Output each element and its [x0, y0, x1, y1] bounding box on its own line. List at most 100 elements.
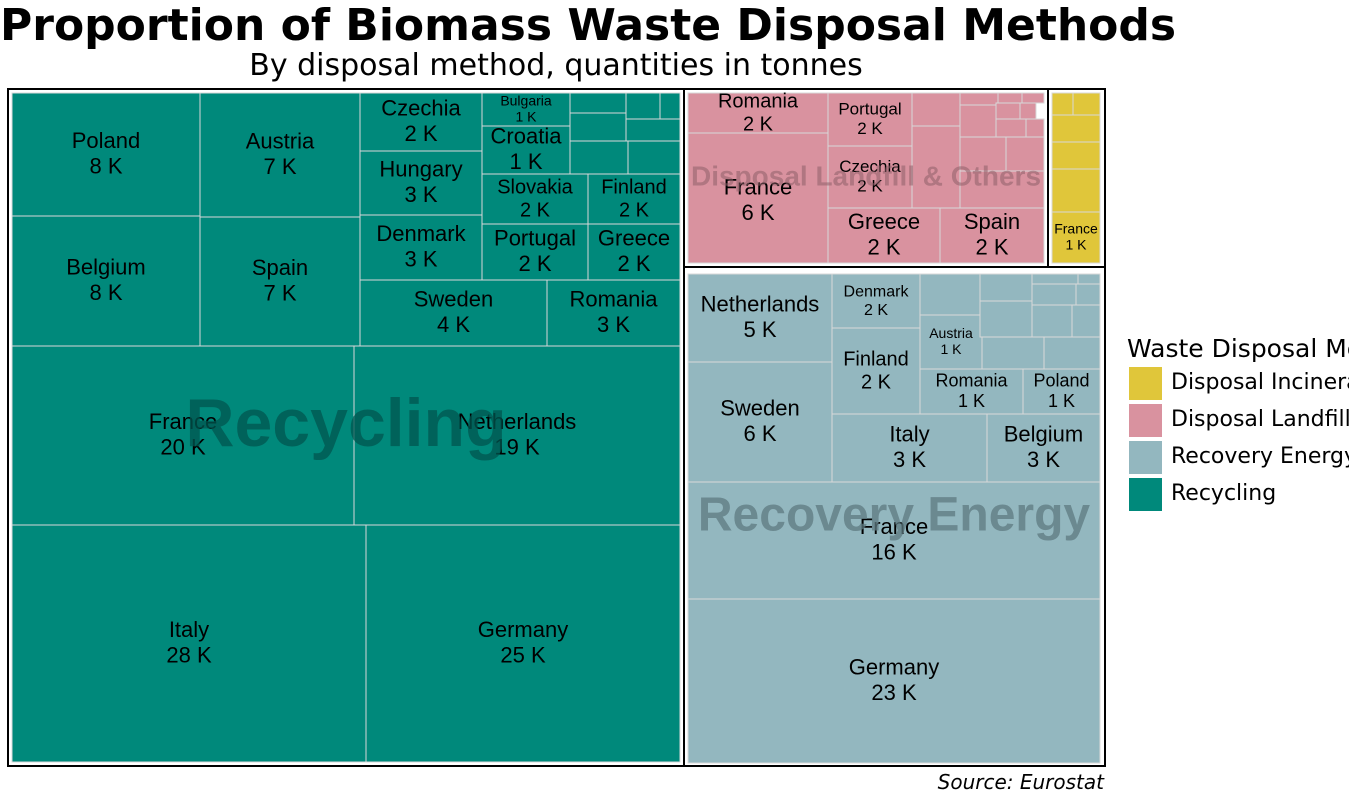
tile-minor-1-5: [995, 102, 1021, 120]
tile-label-recovery-energy-belgium: Belgium: [1004, 422, 1083, 447]
tile-disposal-landfill-others-portugal: [827, 92, 913, 147]
group-frame-recovery: [683, 266, 1106, 767]
tile-value-recycling-netherlands: 19 K: [494, 435, 540, 460]
tile-value-recycling-italy: 28 K: [166, 643, 212, 668]
tile-label-recycling-greece: Greece: [598, 226, 670, 251]
tile-recycling-germany: [365, 524, 681, 763]
group-label-disposal-landfill-others: Disposal Landfill & Others: [691, 160, 1041, 191]
legend-key-recycling: [1129, 478, 1162, 511]
tile-minor-3-4: [1051, 168, 1101, 213]
tile-minor-1-2: [997, 92, 1023, 104]
tile-label-recycling-spain: Spain: [252, 255, 308, 280]
tile-value-recycling-france: 20 K: [160, 435, 206, 460]
tile-label-recycling-denmark: Denmark: [376, 221, 466, 246]
tile-value-recycling-hungary: 3 K: [404, 182, 437, 207]
tile-minor-2-3: [1077, 273, 1101, 285]
tile-value-recovery-energy-romania: 1 K: [958, 391, 985, 411]
tile-minor-1-3: [1021, 92, 1045, 104]
legend-label-recovery: Recovery Energy: [1171, 444, 1349, 469]
tile-value-recycling-sweden: 4 K: [437, 312, 470, 337]
legend-key-incineration: [1129, 367, 1162, 400]
tile-disposal-incineration-france: [1051, 211, 1101, 264]
tile-value-recycling-austria: 7 K: [263, 154, 296, 179]
legend-item-landfill: Disposal Landfill & Others: [1127, 402, 1349, 439]
tile-recycling-denmark: [359, 214, 483, 281]
tile-recycling-finland: [587, 173, 681, 225]
tile-recycling-austria: [199, 92, 361, 218]
tile-disposal-landfill-others-greece: [827, 207, 941, 264]
tile-minor-2-0: [919, 273, 981, 316]
tile-value-disposal-landfill-others-france: 6 K: [741, 200, 774, 225]
tile-recycling-croatia: [481, 125, 571, 175]
legend-key-landfill: [1129, 404, 1162, 437]
tile-label-recycling-belgium: Belgium: [66, 255, 145, 280]
tile-recycling-france: [11, 345, 355, 526]
legend-key-recovery: [1129, 441, 1162, 474]
legend: Waste Disposal Methods Disposal Incinera…: [1127, 333, 1349, 513]
legend-item-recovery: Recovery Energy: [1127, 439, 1349, 476]
tile-value-recycling-croatia: 1 K: [509, 149, 542, 174]
tile-label-recycling-czechia: Czechia: [381, 96, 461, 121]
tile-label-recycling-germany: Germany: [478, 617, 568, 642]
tile-value-disposal-landfill-others-czechia: 2 K: [857, 177, 883, 196]
tile-label-disposal-landfill-others-czechia: Czechia: [839, 157, 901, 176]
tile-value-recovery-energy-austria: 1 K: [940, 341, 962, 357]
tile-label-recovery-energy-finland: Finland: [843, 348, 909, 370]
tile-recovery-energy-netherlands: [687, 273, 833, 363]
source-caption: Source: Eurostat: [937, 770, 1104, 794]
tile-value-recovery-energy-sweden: 6 K: [743, 421, 776, 446]
legend-item-incineration: Disposal Incineration: [1127, 365, 1349, 402]
tile-minor-3-3: [1051, 141, 1101, 170]
tile-recovery-energy-france: [687, 481, 1101, 600]
tile-minor-1-0: [911, 92, 961, 127]
tile-label-recovery-energy-sweden: Sweden: [720, 396, 800, 421]
chart-subtitle: By disposal method, quantities in tonnes: [249, 48, 863, 83]
tile-value-recovery-energy-finland: 2 K: [861, 371, 892, 393]
tile-label-recycling-sweden: Sweden: [414, 287, 494, 312]
tile-label-recycling-poland: Poland: [72, 128, 141, 153]
tile-label-recycling-croatia: Croatia: [491, 124, 563, 149]
tile-value-recycling-slovakia: 2 K: [520, 199, 551, 221]
tile-recovery-energy-sweden: [687, 361, 833, 483]
tile-value-recycling-poland: 8 K: [89, 154, 122, 179]
tile-minor-2-4: [1031, 283, 1077, 306]
tile-value-recycling-spain: 7 K: [263, 281, 296, 306]
legend-item-recycling: Recycling: [1127, 476, 1349, 513]
tile-recycling-portugal: [481, 223, 589, 281]
tile-disposal-landfill-others-romania: [687, 92, 829, 134]
tile-minor-2-7: [1031, 304, 1073, 338]
tile-recovery-energy-austria: [919, 314, 983, 370]
tile-minor-0-4: [625, 118, 681, 142]
tile-minor-1-8: [1025, 118, 1045, 138]
tile-value-disposal-landfill-others-greece: 2 K: [867, 235, 900, 260]
tile-minor-1-7: [995, 118, 1027, 138]
tile-recovery-energy-germany: [687, 598, 1101, 764]
tile-value-recycling-czechia: 2 K: [404, 121, 437, 146]
tile-recycling-hungary: [359, 150, 483, 216]
tile-minor-1-12: [959, 170, 1045, 209]
tile-recovery-energy-denmark: [831, 273, 921, 329]
tile-label-recovery-energy-netherlands: Netherlands: [701, 292, 820, 317]
tile-label-recovery-energy-denmark: Denmark: [844, 283, 910, 300]
tile-value-recycling-portugal: 2 K: [518, 251, 551, 276]
tile-recovery-energy-romania: [919, 368, 1024, 415]
tile-minor-2-6: [979, 300, 1033, 338]
group-label-recovery-energy: Recovery Energy: [698, 489, 1091, 542]
tile-minor-3-0: [1051, 92, 1074, 116]
tile-value-recycling-denmark: 3 K: [404, 247, 437, 272]
tile-value-disposal-landfill-others-portugal: 2 K: [857, 119, 883, 138]
tile-recycling-sweden: [359, 279, 548, 347]
tile-label-recycling-hungary: Hungary: [379, 157, 462, 182]
tile-minor-3-2: [1051, 114, 1101, 143]
tile-label-recovery-energy-poland: Poland: [1033, 370, 1089, 390]
tile-value-recovery-energy-germany: 23 K: [871, 680, 917, 705]
tile-minor-2-8: [1071, 304, 1101, 338]
tile-value-recycling-germany: 25 K: [500, 643, 546, 668]
tile-value-disposal-landfill-others-spain: 2 K: [975, 235, 1008, 260]
tile-label-recovery-energy-romania: Romania: [935, 370, 1008, 390]
tile-value-recycling-finland: 2 K: [619, 199, 650, 221]
tile-minor-3-1: [1072, 92, 1101, 116]
tile-label-disposal-incineration-france: France: [1054, 221, 1098, 237]
chart-title: Proportion of Biomass Waste Disposal Met…: [0, 0, 1177, 51]
